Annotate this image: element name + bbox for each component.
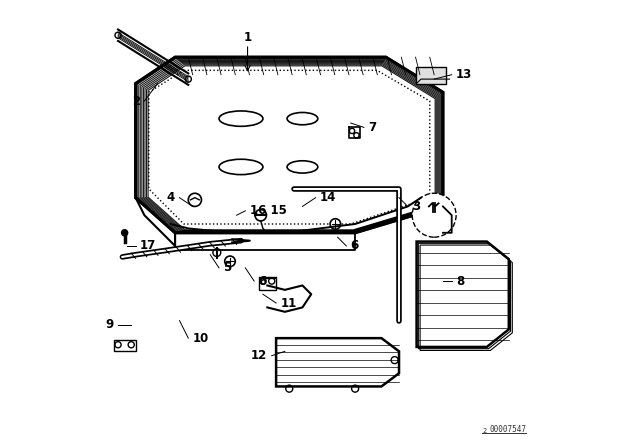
Circle shape: [225, 256, 236, 267]
Text: 2: 2: [132, 95, 140, 108]
Text: 8: 8: [456, 275, 465, 288]
Text: 5: 5: [223, 261, 232, 275]
Circle shape: [185, 76, 191, 82]
Circle shape: [213, 249, 221, 257]
Text: 1: 1: [243, 31, 252, 44]
Circle shape: [255, 210, 266, 221]
Circle shape: [122, 230, 128, 236]
Text: 12: 12: [251, 349, 268, 362]
Text: 7: 7: [368, 121, 376, 134]
Circle shape: [115, 32, 121, 38]
FancyBboxPatch shape: [416, 67, 446, 84]
Text: 4: 4: [167, 191, 175, 204]
Text: 6: 6: [259, 275, 267, 288]
Text: 9: 9: [106, 319, 114, 332]
Text: 10: 10: [193, 332, 209, 345]
Circle shape: [330, 219, 340, 229]
Text: 11: 11: [280, 297, 297, 310]
Text: 6: 6: [351, 239, 359, 253]
Text: 2: 2: [483, 428, 486, 434]
Text: 00007547: 00007547: [490, 425, 526, 434]
Text: 3: 3: [412, 200, 420, 213]
Text: 17: 17: [140, 239, 156, 253]
Text: 13: 13: [456, 68, 472, 81]
Text: 14: 14: [320, 191, 337, 204]
Circle shape: [412, 193, 456, 237]
Text: 16 15: 16 15: [250, 204, 287, 217]
Bar: [259, 278, 276, 290]
Circle shape: [188, 193, 202, 207]
Bar: [114, 340, 136, 351]
